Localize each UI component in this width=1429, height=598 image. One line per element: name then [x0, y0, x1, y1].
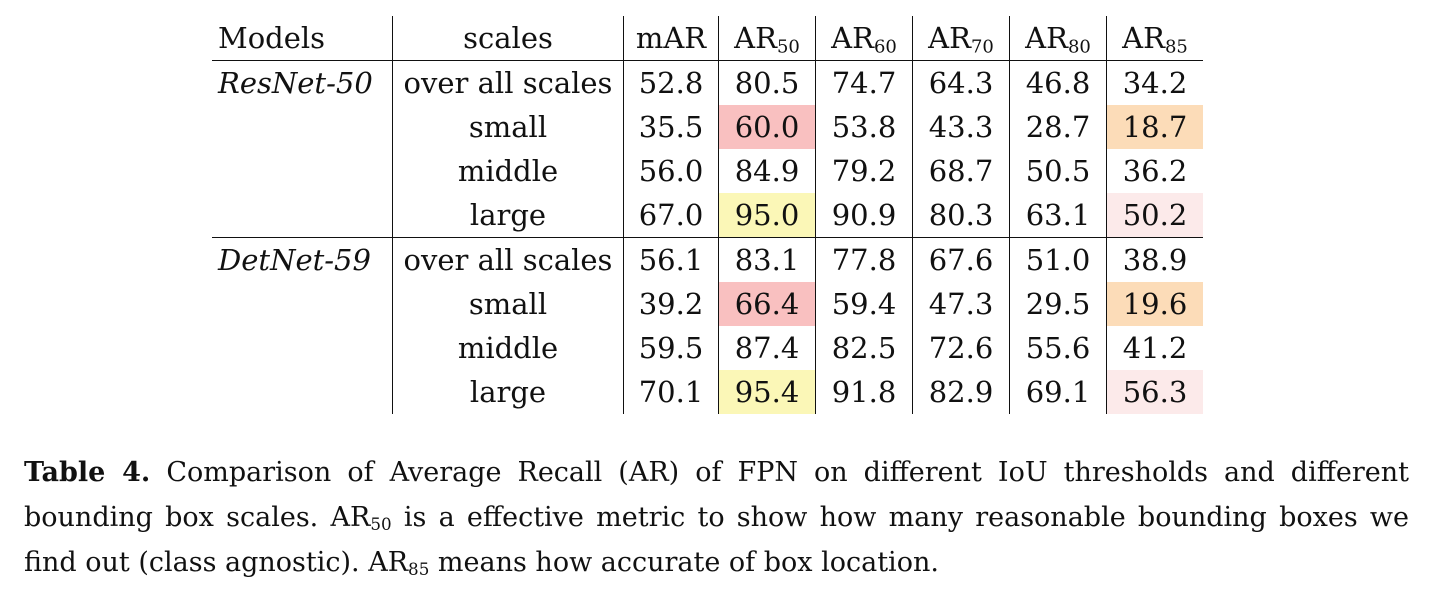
ar-prefix: AR	[1025, 20, 1068, 55]
model-name-resnet50: ResNet-50	[212, 60, 393, 105]
ar85-cell-highlight: 19.6	[1106, 282, 1203, 326]
table-row: large 70.1 95.4 91.8 82.9 69.1 56.3	[212, 370, 1203, 414]
ar70-cell: 82.9	[912, 370, 1010, 414]
ar50-cell: 80.5	[718, 60, 816, 105]
mar-cell: 56.0	[623, 149, 719, 193]
ar60-cell: 74.7	[815, 60, 913, 105]
table-row: small 39.2 66.4 59.4 47.3 29.5 19.6	[212, 282, 1203, 326]
caption-label: Table 4.	[24, 457, 151, 488]
table-row: large 67.0 95.0 90.9 80.3 63.1 50.2	[212, 193, 1203, 238]
ar50-cell: 83.1	[718, 237, 816, 282]
mar-cell: 70.1	[623, 370, 719, 414]
ar60-cell: 77.8	[815, 237, 913, 282]
ar60-cell: 79.2	[815, 149, 913, 193]
mar-cell: 59.5	[623, 326, 719, 370]
ar80-cell: 50.5	[1009, 149, 1107, 193]
ar85-cell-highlight: 50.2	[1106, 193, 1203, 238]
ar85-cell: 36.2	[1122, 153, 1188, 188]
ar60-cell: 91.8	[815, 370, 913, 414]
ar70-cell: 47.3	[912, 282, 1010, 326]
model-cell-empty	[212, 370, 393, 414]
model-name-detnet59: DetNet-59	[212, 237, 393, 282]
header-row: Models scales mAR AR50 AR60 AR70 AR80 AR…	[212, 16, 1203, 61]
table-row: DetNet-59 over all scales 56.1 83.1 77.8…	[212, 237, 1203, 282]
caption-subscript: 50	[370, 514, 392, 535]
scale-cell: middle	[392, 149, 624, 193]
caption-subscript: 85	[408, 559, 430, 580]
header-ar85: AR85	[1106, 16, 1203, 61]
table-caption: Table 4. Comparison of Average Recall (A…	[24, 450, 1409, 585]
mar-cell: 56.1	[623, 237, 719, 282]
ar-subscript: 60	[873, 35, 897, 57]
ar85-cell-highlight: 56.3	[1106, 370, 1203, 414]
scale-cell: large	[392, 370, 624, 414]
ar50-cell: 87.4	[718, 326, 816, 370]
ar60-cell: 59.4	[815, 282, 913, 326]
mar-cell: 67.0	[623, 193, 719, 238]
table-row: middle 59.5 87.4 82.5 72.6 55.6 41.2	[212, 326, 1203, 370]
mar-cell: 39.2	[623, 282, 719, 326]
scale-cell: middle	[392, 326, 624, 370]
model-cell-empty	[212, 149, 393, 193]
model-cell-empty	[212, 105, 393, 149]
ar80-cell: 51.0	[1009, 237, 1107, 282]
ar70-cell: 72.6	[912, 326, 1010, 370]
scale-cell: over all scales	[392, 60, 624, 105]
scale-cell: over all scales	[392, 237, 624, 282]
ar70-cell: 68.7	[912, 149, 1010, 193]
ar80-cell: 69.1	[1009, 370, 1107, 414]
ar-prefix: AR	[928, 20, 971, 55]
ar80-cell: 55.6	[1009, 326, 1107, 370]
ar85-cell: 38.9	[1106, 237, 1203, 282]
ar80-cell: 46.8	[1009, 60, 1107, 105]
mar-cell: 52.8	[623, 60, 719, 105]
ar70-cell: 80.3	[912, 193, 1010, 238]
ar50-cell-highlight: 66.4	[718, 282, 816, 326]
ar-subscript: 85	[1164, 35, 1188, 57]
table-row: ResNet-50 over all scales 52.8 80.5 74.7…	[212, 60, 1203, 105]
ar80-cell: 28.7	[1009, 105, 1107, 149]
ar50-cell-highlight: 60.0	[718, 105, 816, 149]
ar85-cell: 41.2	[1122, 330, 1188, 365]
ar70-cell: 43.3	[912, 105, 1010, 149]
ar-prefix: AR	[831, 20, 874, 55]
scale-cell: large	[392, 193, 624, 238]
ar-subscript: 80	[1067, 35, 1091, 57]
ar-subscript: 50	[776, 35, 800, 57]
ar80-cell: 29.5	[1009, 282, 1107, 326]
model-cell-empty	[212, 326, 393, 370]
scale-cell: small	[392, 282, 624, 326]
header-models: Models	[212, 16, 393, 61]
ar50-cell-highlight: 95.0	[718, 193, 816, 238]
table-row: small 35.5 60.0 53.8 43.3 28.7 18.7	[212, 105, 1203, 149]
header-ar70: AR70	[912, 16, 1010, 61]
ar-subscript: 70	[970, 35, 994, 57]
header-ar50: AR50	[718, 16, 816, 61]
header-ar60: AR60	[815, 16, 913, 61]
caption-text: Comparison of Average Recall (AR) of FPN…	[24, 457, 1410, 533]
ar70-cell: 67.6	[912, 237, 1010, 282]
ar60-cell: 53.8	[815, 105, 913, 149]
results-table: Models scales mAR AR50 AR60 AR70 AR80 AR…	[212, 16, 1203, 414]
header-ar80: AR80	[1009, 16, 1107, 61]
ar85-cell-highlight: 18.7	[1106, 105, 1203, 149]
header-mar: mAR	[623, 16, 719, 61]
ar85-cell: 34.2	[1122, 65, 1188, 100]
caption-text: is a effective metric to show how many r…	[24, 502, 1409, 578]
ar-prefix: AR	[1122, 20, 1165, 55]
ar-prefix: AR	[734, 20, 777, 55]
caption-text: means how accurate of box location.	[429, 547, 939, 578]
mar-cell: 35.5	[623, 105, 719, 149]
model-cell-empty	[212, 193, 393, 238]
ar70-cell: 64.3	[912, 60, 1010, 105]
table-row: middle 56.0 84.9 79.2 68.7 50.5 36.2	[212, 149, 1203, 193]
ar50-cell: 84.9	[718, 149, 816, 193]
scale-cell: small	[392, 105, 624, 149]
ar60-cell: 90.9	[815, 193, 913, 238]
ar60-cell: 82.5	[815, 326, 913, 370]
header-scales: scales	[392, 16, 624, 61]
ar50-cell-highlight: 95.4	[718, 370, 816, 414]
ar80-cell: 63.1	[1009, 193, 1107, 238]
model-cell-empty	[212, 282, 393, 326]
